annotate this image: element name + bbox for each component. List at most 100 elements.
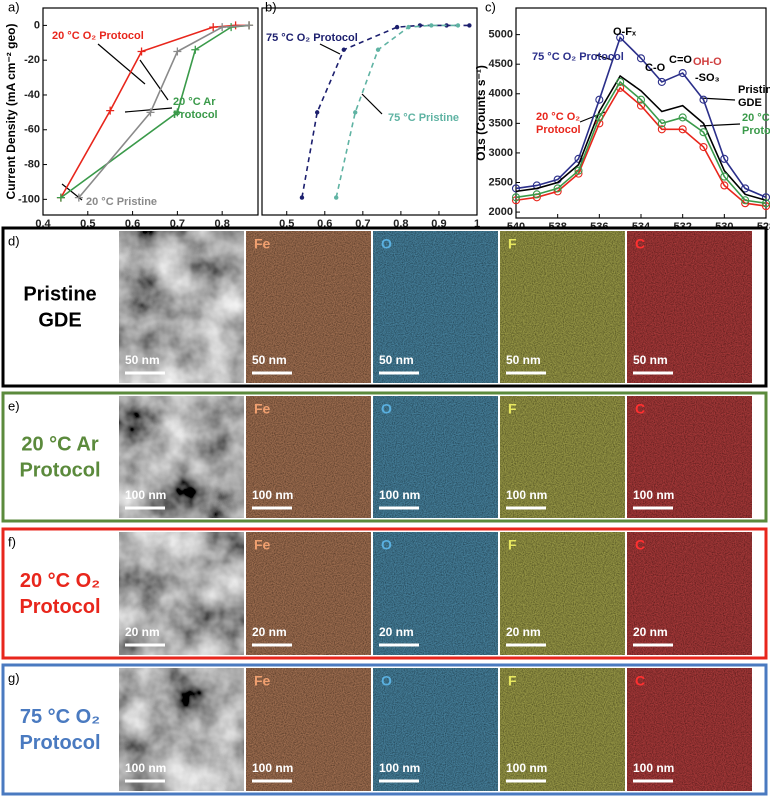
element-label: O bbox=[381, 401, 392, 417]
series-line bbox=[515, 86, 767, 207]
element-label: Fe bbox=[254, 401, 271, 417]
point-marker bbox=[741, 184, 750, 193]
point-marker bbox=[429, 23, 434, 28]
point-marker bbox=[314, 110, 320, 115]
row-panel-label: g) bbox=[8, 670, 20, 685]
point-marker bbox=[532, 190, 541, 199]
element-label: F bbox=[508, 673, 517, 689]
point-marker bbox=[678, 113, 687, 122]
row-panel-label: d) bbox=[8, 233, 20, 248]
row-label: Protocol bbox=[19, 732, 100, 754]
scale-bar-label: 100 nm bbox=[506, 761, 547, 775]
row-label: 75 °C O₂ bbox=[20, 706, 100, 728]
scale-bar-label: 100 nm bbox=[125, 761, 166, 775]
map-texture bbox=[246, 668, 371, 791]
panel-label: c) bbox=[485, 0, 496, 14]
scale-bar-label: 100 nm bbox=[379, 488, 420, 502]
element-label: F bbox=[508, 236, 517, 252]
point-marker bbox=[511, 184, 521, 193]
map-texture bbox=[627, 668, 752, 791]
series-line bbox=[515, 80, 767, 205]
point-marker bbox=[741, 196, 750, 205]
point-marker bbox=[137, 47, 146, 56]
y-tick-label: -100 bbox=[18, 193, 40, 205]
row-panel-label: e) bbox=[8, 398, 20, 413]
scale-bar-label: 50 nm bbox=[252, 353, 287, 367]
point-marker bbox=[146, 108, 155, 117]
series-label: 20 °C Pristine bbox=[86, 196, 157, 208]
element-label: F bbox=[508, 537, 517, 553]
row-label: GDE bbox=[38, 309, 81, 331]
scale-bar-label: 20 nm bbox=[633, 625, 668, 639]
map-texture bbox=[627, 396, 752, 518]
map-texture bbox=[500, 396, 625, 518]
point-marker bbox=[56, 193, 65, 202]
element-label: C bbox=[635, 236, 645, 252]
point-marker bbox=[74, 193, 83, 202]
point-marker bbox=[574, 166, 583, 175]
point-marker bbox=[574, 154, 583, 163]
series-line bbox=[60, 24, 250, 199]
point-marker bbox=[657, 119, 666, 128]
scale-bar-label: 100 nm bbox=[633, 761, 674, 775]
point-marker bbox=[444, 23, 449, 28]
series-label: 20 °C O₂ Protocol bbox=[536, 111, 581, 136]
scale-bar-label: 50 nm bbox=[379, 353, 414, 367]
point-marker bbox=[173, 108, 182, 117]
point-marker bbox=[299, 195, 305, 200]
y-axis-label: O1s (Counts s⁻¹) bbox=[474, 65, 488, 161]
point-marker bbox=[191, 45, 200, 54]
element-label: C bbox=[635, 537, 645, 553]
series-label: 75 °C Pristine bbox=[388, 112, 459, 124]
point-marker bbox=[616, 77, 625, 86]
scale-bar-label: 100 nm bbox=[379, 761, 420, 775]
point-marker bbox=[173, 47, 182, 56]
row-label: Protocol bbox=[19, 459, 100, 481]
annotation: C=O bbox=[669, 54, 692, 66]
series-label: 75 °C O₂ Protocol bbox=[532, 51, 624, 63]
y-tick-label: -20 bbox=[24, 54, 40, 66]
element-label: O bbox=[381, 537, 392, 553]
row-label: 20 °C O₂ bbox=[20, 570, 100, 592]
series-line bbox=[78, 24, 250, 199]
scale-bar-label: 100 nm bbox=[252, 488, 293, 502]
point-marker bbox=[334, 195, 339, 200]
y-axis-label: Current Density (mA cm⁻² geo) bbox=[4, 24, 18, 200]
map-texture bbox=[627, 231, 752, 383]
map-texture bbox=[246, 532, 371, 655]
panel-label: a) bbox=[8, 0, 20, 14]
point-marker bbox=[720, 181, 729, 190]
annotation: O-Fₓ bbox=[613, 26, 637, 38]
element-label: F bbox=[508, 401, 517, 417]
point-marker bbox=[636, 101, 646, 110]
scale-bar-label: 100 nm bbox=[252, 761, 293, 775]
series-line bbox=[515, 74, 767, 202]
map-texture bbox=[500, 668, 625, 791]
point-marker bbox=[106, 106, 115, 115]
row-label: Pristine bbox=[23, 283, 96, 305]
map-texture bbox=[246, 396, 371, 518]
scale-bar-label: 50 nm bbox=[506, 353, 541, 367]
point-marker bbox=[353, 110, 358, 115]
point-marker bbox=[699, 95, 708, 104]
element-label: Fe bbox=[254, 673, 271, 689]
point-marker bbox=[375, 47, 381, 52]
point-marker bbox=[406, 24, 411, 30]
scale-bar-label: 20 nm bbox=[252, 625, 287, 639]
point-marker bbox=[245, 21, 254, 30]
point-marker bbox=[595, 113, 604, 122]
series-line bbox=[60, 24, 250, 198]
element-label: C bbox=[635, 401, 645, 417]
scale-bar-label: 20 nm bbox=[506, 625, 541, 639]
point-marker bbox=[595, 95, 604, 104]
y-tick-label: 4500 bbox=[489, 58, 513, 70]
map-texture bbox=[627, 532, 752, 655]
map-texture bbox=[373, 532, 498, 655]
y-tick-label: 3000 bbox=[489, 147, 513, 159]
element-label: Fe bbox=[254, 236, 271, 252]
point-marker bbox=[511, 193, 521, 202]
point-marker bbox=[595, 119, 604, 128]
y-tick-label: 3500 bbox=[489, 117, 513, 129]
